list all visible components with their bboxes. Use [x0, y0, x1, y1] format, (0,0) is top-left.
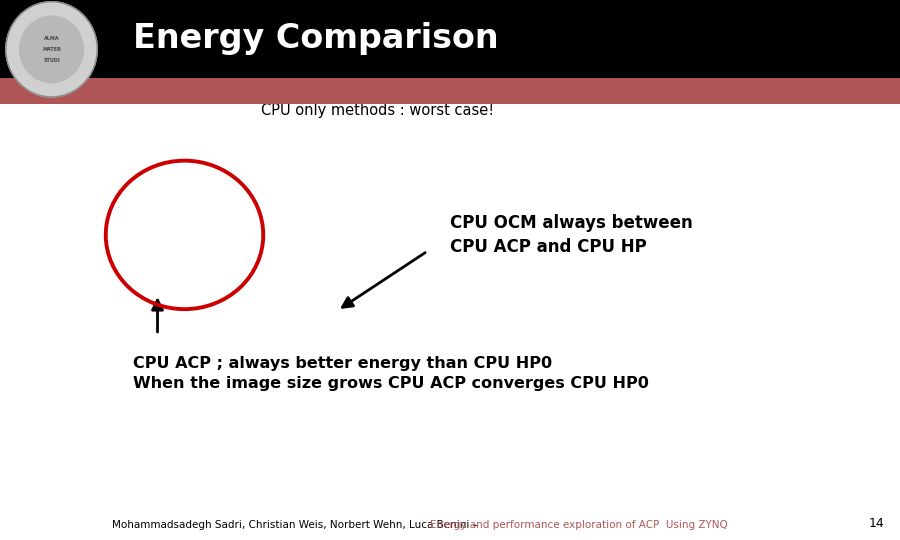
Text: Energy Comparison: Energy Comparison: [133, 22, 499, 56]
Bar: [0, 0, 900, 78]
Text: Mohammadsadegh Sadri, Christian Weis, Norbert Wehn, Luca Benini –: Mohammadsadegh Sadri, Christian Weis, No…: [112, 520, 482, 530]
Text: MATER: MATER: [42, 47, 61, 52]
Text: Energy and performance exploration of ACP  Using ZYNQ: Energy and performance exploration of AC…: [430, 520, 728, 530]
Circle shape: [6, 2, 97, 97]
Text: STUDI: STUDI: [43, 58, 60, 63]
Text: 14: 14: [868, 517, 885, 530]
Bar: [0, 78, 900, 104]
Text: CPU OCM always between
CPU ACP and CPU HP: CPU OCM always between CPU ACP and CPU H…: [450, 214, 693, 256]
Text: CPU only methods : worst case!: CPU only methods : worst case!: [261, 103, 494, 118]
Circle shape: [20, 16, 84, 83]
Text: ALMA: ALMA: [44, 36, 59, 41]
Text: CPU ACP ; always better energy than CPU HP0
When the image size grows CPU ACP co: CPU ACP ; always better energy than CPU …: [133, 356, 649, 391]
